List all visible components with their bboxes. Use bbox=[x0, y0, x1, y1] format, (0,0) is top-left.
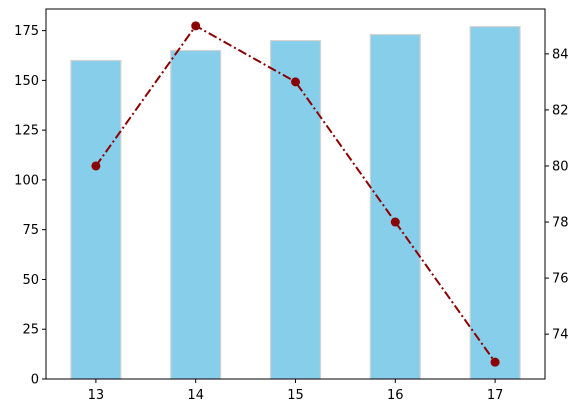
x-tick-label: 13 bbox=[88, 388, 105, 403]
y-tick-label: 50 bbox=[22, 273, 39, 288]
y-tick-label: 25 bbox=[22, 323, 39, 338]
y-tick-label: 125 bbox=[14, 124, 39, 139]
bar-16 bbox=[369, 33, 421, 380]
y2-tick-label: 74 bbox=[552, 328, 569, 343]
line-point-14 bbox=[191, 21, 201, 31]
y-tick-label: 100 bbox=[14, 173, 39, 188]
line-point-13 bbox=[91, 161, 101, 171]
bar-15 bbox=[269, 39, 322, 380]
y2-tick-label: 80 bbox=[552, 159, 569, 174]
y2-tick-label: 78 bbox=[552, 216, 569, 231]
bar-13 bbox=[70, 59, 122, 380]
y2-tick-label: 76 bbox=[552, 272, 569, 287]
x-tick-label: 16 bbox=[387, 388, 404, 403]
y-tick-label: 150 bbox=[14, 74, 39, 89]
bars-layer bbox=[70, 26, 521, 380]
y-tick-label: 75 bbox=[22, 223, 39, 238]
line-layer bbox=[91, 21, 500, 367]
line-point-16 bbox=[390, 217, 400, 227]
y-tick-label: 175 bbox=[14, 24, 39, 39]
x-tick-label: 15 bbox=[287, 388, 304, 403]
line-point-17 bbox=[490, 357, 500, 367]
line-point-15 bbox=[291, 77, 300, 87]
x-tick-label: 14 bbox=[187, 388, 204, 403]
x-tick-label: 17 bbox=[487, 388, 504, 403]
y-tick-label: 0 bbox=[31, 373, 39, 388]
line-series bbox=[95, 24, 496, 363]
bar-14 bbox=[170, 49, 222, 380]
y2-tick-label: 84 bbox=[552, 47, 569, 62]
bar-17 bbox=[469, 26, 521, 380]
ticks-layer: 0 25 50 75 100 125 150 175 74 76 78 80 82 84 13 14 15 16 1… bbox=[14, 24, 568, 403]
y2-tick-label: 82 bbox=[552, 103, 569, 118]
